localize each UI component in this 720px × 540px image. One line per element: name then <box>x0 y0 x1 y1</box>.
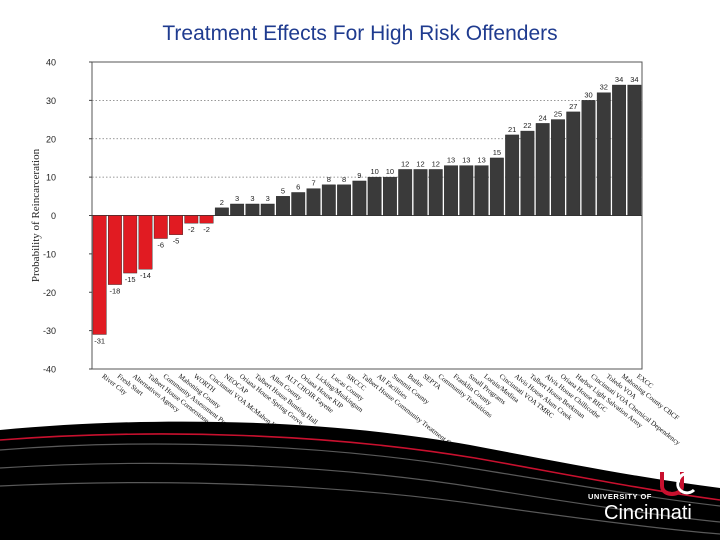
data-label-16: 8 <box>342 175 346 184</box>
bar-20 <box>398 169 413 216</box>
bar-34 <box>612 84 627 216</box>
data-label-23: 13 <box>447 156 455 165</box>
data-label-19: 10 <box>386 167 394 176</box>
bar-3 <box>138 215 153 270</box>
data-label-27: 21 <box>508 125 516 134</box>
bar-23 <box>444 165 458 216</box>
bar-9 <box>230 203 245 216</box>
y-tick-label-7: -30 <box>43 326 56 336</box>
bar-24 <box>459 165 474 216</box>
y-tick-label-8: -40 <box>43 365 56 375</box>
data-label-29: 24 <box>539 113 547 122</box>
bar-5 <box>169 215 183 235</box>
data-label-21: 12 <box>416 159 424 168</box>
bar-35 <box>627 84 642 216</box>
data-label-2: -15 <box>125 275 136 284</box>
bar-0 <box>92 215 107 335</box>
bar-27 <box>505 134 520 216</box>
bar-10 <box>245 203 260 216</box>
y-tick-label-2: 20 <box>46 134 56 144</box>
bar-33 <box>596 92 611 216</box>
y-tick-label-0: 40 <box>46 58 56 68</box>
footer-decoration <box>0 421 720 540</box>
bar-6 <box>184 215 199 224</box>
y-tick-label-4: 0 <box>51 211 56 221</box>
data-label-32: 30 <box>584 90 592 99</box>
bar-29 <box>535 123 550 216</box>
y-tick-label-3: 10 <box>46 173 56 183</box>
bar-31 <box>566 111 581 216</box>
data-label-30: 25 <box>554 110 562 119</box>
data-label-18: 10 <box>370 167 378 176</box>
data-label-20: 12 <box>401 159 409 168</box>
y-tick-label-6: -20 <box>43 288 56 298</box>
y-axis-label: Probability of Reincarceration <box>30 148 42 282</box>
logo-cincinnati: Cincinnati <box>604 502 692 524</box>
bar-1 <box>107 215 122 285</box>
data-label-10: 3 <box>250 194 254 203</box>
data-label-35: 34 <box>630 75 638 84</box>
data-label-5: -5 <box>173 237 180 246</box>
bar-15 <box>321 184 336 216</box>
data-label-0: -31 <box>94 336 105 345</box>
data-label-4: -6 <box>157 241 164 250</box>
bar-4 <box>153 215 168 239</box>
uc-logo-mark-icon <box>660 472 696 497</box>
data-label-3: -14 <box>140 271 151 280</box>
data-label-11: 3 <box>266 194 270 203</box>
data-label-33: 32 <box>600 83 608 92</box>
bar-7 <box>199 215 214 224</box>
bar-17 <box>352 180 367 216</box>
data-label-6: -2 <box>188 225 195 234</box>
bar-18 <box>367 176 382 216</box>
y-tick-label-1: 30 <box>46 96 56 106</box>
data-label-25: 13 <box>477 156 485 165</box>
chart-title: Treatment Effects For High Risk Offender… <box>162 22 558 45</box>
bar-14 <box>306 188 321 216</box>
bar-21 <box>413 169 428 216</box>
logo-university-of: UNIVERSITY OF <box>588 492 652 501</box>
bar-16 <box>337 184 352 216</box>
data-label-14: 7 <box>311 179 315 188</box>
data-label-22: 12 <box>432 159 440 168</box>
data-label-24: 13 <box>462 156 470 165</box>
bar-26 <box>489 157 504 216</box>
data-label-12: 5 <box>281 186 285 195</box>
data-label-1: -18 <box>109 287 120 296</box>
bar-2 <box>123 215 138 274</box>
data-label-31: 27 <box>569 102 577 111</box>
data-label-17: 9 <box>357 171 361 180</box>
bar-32 <box>581 100 596 216</box>
data-label-15: 8 <box>327 175 331 184</box>
bar-28 <box>520 130 535 216</box>
data-label-7: -2 <box>203 225 210 234</box>
data-label-26: 15 <box>493 148 501 157</box>
data-label-34: 34 <box>615 75 623 84</box>
data-label-9: 3 <box>235 194 239 203</box>
data-label-8: 2 <box>220 198 224 207</box>
bar-30 <box>551 119 565 216</box>
y-tick-label-5: -10 <box>43 249 56 259</box>
university-logo: UNIVERSITY OF Cincinnati <box>588 472 706 530</box>
bar-25 <box>474 165 489 216</box>
data-label-28: 22 <box>523 121 531 130</box>
bar-13 <box>291 192 306 216</box>
bar-19 <box>382 176 397 216</box>
bar-12 <box>276 196 290 216</box>
bar-11 <box>260 203 275 216</box>
bar-22 <box>428 169 443 216</box>
bar-8 <box>214 207 229 216</box>
data-label-13: 6 <box>296 182 300 191</box>
